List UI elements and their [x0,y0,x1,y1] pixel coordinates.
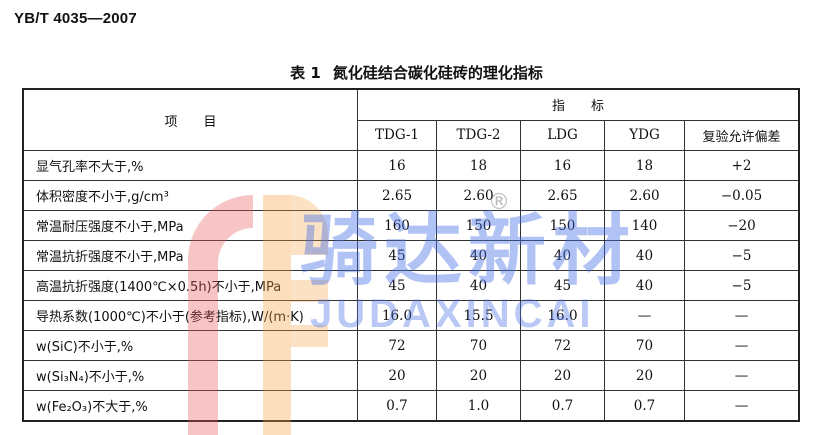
row-value: 2.65 [520,180,605,211]
row-item: 体积密度不小于,g/cm³ [22,180,358,211]
row-value: +2 [684,150,800,181]
row-value: 40 [520,240,605,271]
row-value: 140 [604,210,685,241]
standard-number: YB/T 4035—2007 [14,10,137,27]
column-header: YDG [604,119,685,151]
row-value: 16 [520,150,605,181]
table-title: 表 1 氮化硅结合碳化硅砖的理化指标 [0,62,833,83]
table-row: 高温抗折强度(1400℃×0.5h)不小于,MPa 45 40 45 40 −5 [22,270,800,301]
row-value: 15.5 [436,300,521,331]
row-value: 45 [520,270,605,301]
row-value: −5 [684,270,800,301]
row-value: 70 [604,330,685,361]
row-value: 2.65 [357,180,437,211]
row-value: 20 [520,360,605,391]
table-row: 常温抗折强度不小于,MPa 45 40 40 40 −5 [22,240,800,271]
row-item: w(Si₃N₄)不小于,% [22,360,358,391]
row-value: 18 [604,150,685,181]
row-item: w(SiC)不小于,% [22,330,358,361]
header-item: 项 目 [22,88,358,151]
row-value: 72 [357,330,437,361]
row-value: 20 [604,360,685,391]
header-indicator: 指 标 [357,88,800,121]
row-value: 70 [436,330,521,361]
table-row: 显气孔率不大于,% 16 18 16 18 +2 [22,150,800,181]
row-value: — [684,360,800,391]
row-item: 常温抗折强度不小于,MPa [22,240,358,271]
row-value: −20 [684,210,800,241]
column-header: 复验允许偏差 [684,119,800,151]
table-row: 常温耐压强度不小于,MPa 160 150 150 140 −20 [22,210,800,241]
row-value: — [684,300,800,331]
row-value: −5 [684,240,800,271]
row-value: 40 [436,240,521,271]
table-row: 导热系数(1000℃)不小于(参考指标),W/(m·K) 16.0 15.5 16.0… [22,300,800,331]
row-value: — [684,390,800,422]
row-value: 45 [357,240,437,271]
row-value: 40 [604,270,685,301]
row-value: — [604,300,685,331]
properties-table: 项 目 指 标 TDG-1 TDG-2 LDG YDG 复验允许偏差 显气孔率不大于,%… [22,88,800,422]
row-value: 160 [357,210,437,241]
row-value: −0.05 [684,180,800,211]
row-value: 40 [604,240,685,271]
table-row: w(Fe₂O₃)不大于,% 0.7 1.0 0.7 0.7— [22,390,800,422]
table-row: w(Si₃N₄)不小于,% 20 20 20 20— [22,360,800,391]
row-value: 16 [357,150,437,181]
row-value: 45 [357,270,437,301]
row-value: 16.0 [357,300,437,331]
row-value: 0.7 [520,390,605,422]
row-value: 18 [436,150,521,181]
row-item: 常温耐压强度不小于,MPa [22,210,358,241]
row-value: 150 [436,210,521,241]
table-row: w(SiC)不小于,% 72 70 72 70— [22,330,800,361]
table-number: 表 1 [290,64,321,82]
row-value: 40 [436,270,521,301]
row-item: 高温抗折强度(1400℃×0.5h)不小于,MPa [22,270,358,301]
row-value: 150 [520,210,605,241]
row-value: 16.0 [520,300,605,331]
row-value: — [684,330,800,361]
row-value: 20 [357,360,437,391]
table-caption: 氮化硅结合碳化硅砖的理化指标 [332,64,543,82]
row-value: 0.7 [604,390,685,422]
column-header: TDG-1 [357,119,437,151]
table-row: 体积密度不小于,g/cm³ 2.65 2.60 2.65 2.60 −0.05 [22,180,800,211]
column-header: TDG-2 [436,119,521,151]
row-value: 72 [520,330,605,361]
column-header: LDG [520,119,605,151]
row-item: 显气孔率不大于,% [22,150,358,181]
row-value: 2.60 [604,180,685,211]
row-value: 20 [436,360,521,391]
row-value: 0.7 [357,390,437,422]
row-value: 1.0 [436,390,521,422]
row-item: 导热系数(1000℃)不小于(参考指标),W/(m·K) [22,300,358,331]
row-item: w(Fe₂O₃)不大于,% [22,390,358,422]
row-value: 2.60 [436,180,521,211]
